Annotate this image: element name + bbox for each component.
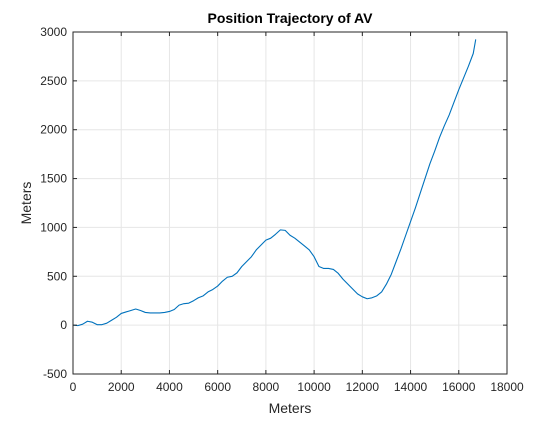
- y-tick-label: -500: [43, 367, 67, 381]
- x-tick-label: 10000: [297, 380, 331, 394]
- y-tick-label: 1000: [40, 220, 67, 234]
- y-tick-label: 1500: [40, 172, 67, 186]
- grid: [72, 31, 508, 375]
- y-tick-label: 3000: [40, 25, 67, 39]
- x-tick-label: 8000: [253, 380, 280, 394]
- y-tick-label: 2500: [40, 74, 67, 88]
- x-tick-label: 12000: [346, 380, 380, 394]
- y-tick-label: 0: [60, 318, 67, 332]
- chart-title: Position Trajectory of AV: [208, 10, 374, 26]
- trajectory-line: [72, 39, 477, 327]
- axes-frame: [72, 31, 508, 375]
- y-tick-label: 2000: [40, 123, 67, 137]
- x-tick-label: 14000: [394, 380, 428, 394]
- y-tick-label: 500: [47, 269, 67, 283]
- x-tick-label: 6000: [204, 380, 231, 394]
- x-axis-label: Meters: [269, 400, 312, 416]
- x-tick-label: 0: [70, 380, 77, 394]
- ticks: 0 2000 4000 6000 8000 10000 12000 14000 16000 180…: [40, 25, 524, 394]
- x-tick-label: 2000: [108, 380, 135, 394]
- x-tick-label: 18000: [490, 380, 524, 394]
- y-axis-label: Meters: [18, 182, 34, 225]
- x-tick-label: 16000: [442, 380, 476, 394]
- series-layer: [72, 39, 477, 327]
- x-tick-label: 4000: [156, 380, 183, 394]
